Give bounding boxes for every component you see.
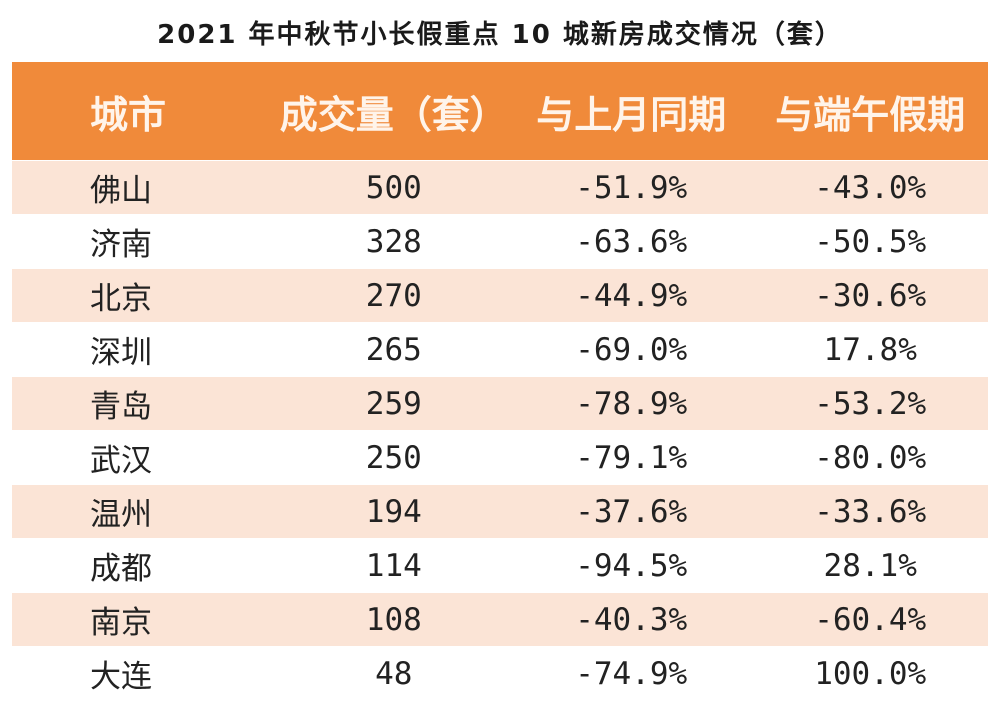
cell-volume: 265 [277,322,510,377]
column-header-vs-last-month: 与上月同期 [509,62,753,161]
cell-vs-dragon-boat: -53.2% [752,376,988,431]
table-row: 佛山 500 -51.9% -43.0% [12,160,988,215]
cell-vs-last-month: -79.1% [509,430,753,485]
table-row: 大连 48 -74.9% 100.0% [12,646,988,700]
cell-volume: 108 [277,592,510,647]
chart-title: 2021 年中秋节小长假重点 10 城新房成交情况（套） [157,20,843,50]
cell-city: 济南 [12,214,278,269]
cell-vs-dragon-boat: 17.8% [752,322,988,377]
cell-vs-last-month: -94.5% [509,538,753,593]
cell-vs-dragon-boat: -60.4% [752,592,988,647]
cell-volume: 328 [277,214,510,269]
table-body: 佛山 500 -51.9% -43.0% 济南 328 -63.6% -50.5… [12,160,988,700]
cell-city: 大连 [12,646,278,700]
column-header-volume: 成交量（套） [277,62,510,161]
cell-vs-last-month: -44.9% [509,268,753,323]
cell-city: 深圳 [12,322,278,377]
cell-vs-last-month: -78.9% [509,376,753,431]
cell-vs-dragon-boat: -43.0% [752,160,988,215]
table-row: 成都 114 -94.5% 28.1% [12,538,988,593]
cell-volume: 500 [277,160,510,215]
cell-vs-dragon-boat: 100.0% [752,646,988,700]
table-row: 北京 270 -44.9% -30.6% [12,268,988,323]
cell-vs-dragon-boat: -80.0% [752,430,988,485]
table-row: 深圳 265 -69.0% 17.8% [12,322,988,377]
cell-city: 南京 [12,592,278,647]
table-row: 青岛 259 -78.9% -53.2% [12,376,988,431]
cell-vs-last-month: -63.6% [509,214,753,269]
cell-city: 成都 [12,538,278,593]
cell-volume: 270 [277,268,510,323]
cell-volume: 194 [277,484,510,539]
cell-volume: 259 [277,376,510,431]
table-row: 济南 328 -63.6% -50.5% [12,214,988,269]
column-header-vs-dragon-boat: 与端午假期 [752,62,988,161]
cell-city: 温州 [12,484,278,539]
cell-city: 青岛 [12,376,278,431]
cell-vs-last-month: -37.6% [509,484,753,539]
table-row: 温州 194 -37.6% -33.6% [12,484,988,539]
cell-city: 佛山 [12,160,278,215]
table-header-row: 城市 成交量（套） 与上月同期 与端午假期 [12,62,988,161]
table-row: 南京 108 -40.3% -60.4% [12,592,988,647]
cell-vs-last-month: -51.9% [509,160,753,215]
cell-vs-dragon-boat: -33.6% [752,484,988,539]
cell-vs-last-month: -40.3% [509,592,753,647]
cell-city: 武汉 [12,430,278,485]
cell-city: 北京 [12,268,278,323]
table-row: 武汉 250 -79.1% -80.0% [12,430,988,485]
cell-vs-dragon-boat: 28.1% [752,538,988,593]
cell-vs-dragon-boat: -50.5% [752,214,988,269]
cell-vs-last-month: -74.9% [509,646,753,700]
data-table: 城市 成交量（套） 与上月同期 与端午假期 佛山 500 -51.9% -43.… [12,62,988,700]
column-header-city: 城市 [12,62,278,161]
cell-volume: 48 [277,646,510,700]
cell-vs-dragon-boat: -30.6% [752,268,988,323]
cell-vs-last-month: -69.0% [509,322,753,377]
cell-volume: 114 [277,538,510,593]
cell-volume: 250 [277,430,510,485]
